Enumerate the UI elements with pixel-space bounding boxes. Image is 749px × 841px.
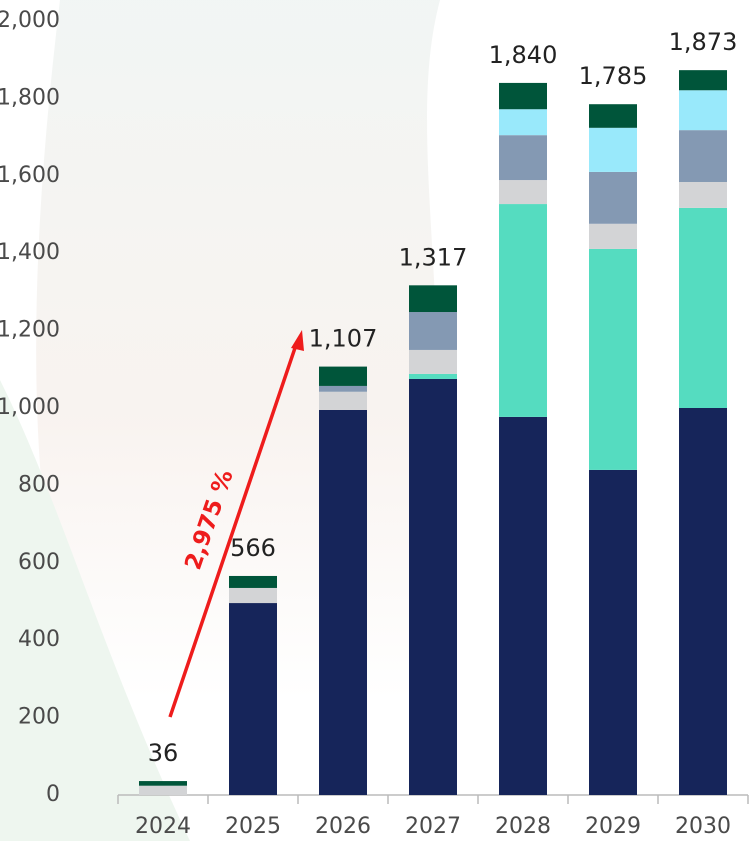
bar-segment	[499, 180, 547, 205]
total-label: 1,317	[399, 243, 468, 271]
y-tick-label: 400	[18, 627, 60, 652]
total-label: 566	[230, 534, 276, 562]
bar-segment	[409, 378, 457, 795]
bar-segment	[409, 349, 457, 374]
bar-segment	[229, 587, 277, 604]
bar-segment	[589, 171, 637, 224]
bar-segment	[499, 135, 547, 181]
bar-segment	[499, 109, 547, 136]
growth-arrow	[168, 341, 299, 718]
x-tick-label: 2025	[225, 814, 281, 839]
bar-segment	[679, 130, 727, 182]
y-tick-label: 1,200	[0, 318, 60, 343]
total-label: 1,840	[489, 41, 558, 69]
y-tick-label: 1,800	[0, 85, 60, 110]
bar-segment	[319, 409, 367, 795]
bar-segment	[589, 469, 637, 795]
y-tick-label: 1,600	[0, 163, 60, 188]
x-tick-label: 2027	[405, 814, 461, 839]
bar-segment	[589, 104, 637, 128]
x-tick-label: 2028	[495, 814, 551, 839]
bar-segment	[139, 781, 187, 786]
bar-segment	[409, 285, 457, 313]
y-tick-label: 800	[18, 472, 60, 497]
x-tick-label: 2026	[315, 814, 371, 839]
bar-segment	[679, 207, 727, 408]
total-label: 1,107	[309, 325, 378, 353]
bar-segment	[499, 204, 547, 417]
bar-segment	[409, 373, 457, 379]
bar-segment	[139, 785, 187, 795]
y-tick-label: 2,000	[0, 8, 60, 33]
bar-segment	[589, 223, 637, 249]
y-tick-label: 1,000	[0, 395, 60, 420]
x-tick-label: 2030	[675, 814, 731, 839]
bar-segment	[679, 90, 727, 131]
bar-segment	[319, 385, 367, 392]
bar-segment	[679, 70, 727, 91]
y-tick-label: 1,400	[0, 240, 60, 265]
total-label: 1,785	[579, 62, 648, 90]
x-tick-label: 2029	[585, 814, 641, 839]
total-label: 36	[148, 739, 179, 767]
bar-segment	[679, 181, 727, 208]
bar-segment	[499, 416, 547, 795]
bar-segment	[319, 366, 367, 386]
bar-segment	[229, 603, 277, 795]
arrow-head	[291, 330, 304, 351]
y-tick-label: 200	[18, 705, 60, 730]
bar-segment	[229, 575, 277, 588]
bar-segment	[589, 127, 637, 172]
x-tick-label: 2024	[135, 814, 191, 839]
y-tick-label: 0	[46, 782, 60, 807]
total-label: 1,873	[669, 28, 738, 56]
y-tick-label: 600	[18, 550, 60, 575]
bar-segment	[499, 82, 547, 110]
background-shape	[0, 380, 190, 841]
bar-segment	[589, 248, 637, 470]
bar-segment	[679, 408, 727, 795]
bar-segment	[319, 391, 367, 410]
bar-segment	[409, 312, 457, 350]
